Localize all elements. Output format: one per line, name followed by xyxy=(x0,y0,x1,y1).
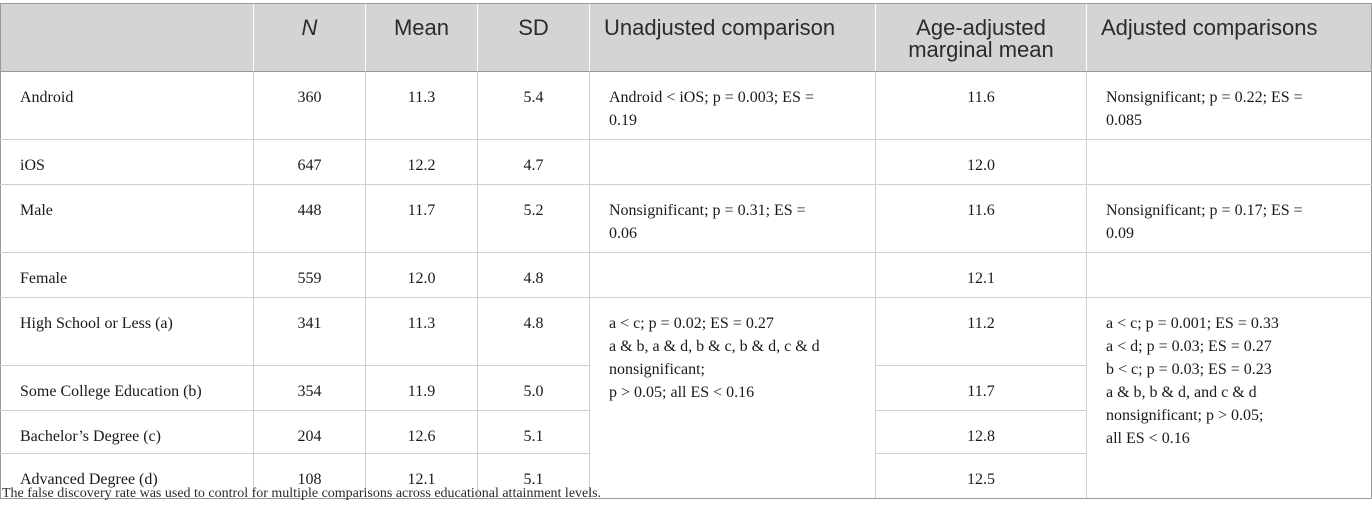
empty-cell xyxy=(589,252,876,298)
sd-value: 5.4 xyxy=(477,71,590,140)
adjusted-mean-value: 11.6 xyxy=(875,71,1087,140)
row-label: iOS xyxy=(0,139,254,185)
empty-cell xyxy=(1086,139,1372,185)
mean-value: 11.3 xyxy=(365,297,478,366)
adjusted-comparison-education: a < c; p = 0.001; ES = 0.33 a < d; p = 0… xyxy=(1086,297,1372,499)
adjusted-mean-value: 12.8 xyxy=(875,410,1087,454)
table-row: Some College Education (b) 354 11.9 5.0 … xyxy=(0,365,1372,411)
table-footnote: The false discovery rate was used to con… xyxy=(2,486,602,501)
table-body: Android 360 11.3 5.4 Android < iOS; p = … xyxy=(0,71,1372,499)
header-age-adjusted-marginal-mean: Age-adjusted marginal mean xyxy=(875,3,1087,72)
empty-cell xyxy=(1086,252,1372,298)
n-value: 647 xyxy=(253,139,366,185)
adjusted-mean-value: 12.0 xyxy=(875,139,1087,185)
row-label: Some College Education (b) xyxy=(0,365,254,411)
row-label: High School or Less (a) xyxy=(0,297,254,366)
mean-value: 12.6 xyxy=(365,410,478,454)
n-value: 204 xyxy=(253,410,366,454)
row-label: Android xyxy=(0,71,254,140)
sd-value: 4.8 xyxy=(477,252,590,298)
row-label: Female xyxy=(0,252,254,298)
table-row: iOS 647 12.2 4.7 12.0 xyxy=(0,139,1372,185)
mean-value: 11.3 xyxy=(365,71,478,140)
adjusted-mean-value: 12.1 xyxy=(875,252,1087,298)
adjusted-mean-value: 11.2 xyxy=(875,297,1087,366)
sd-value: 5.1 xyxy=(477,410,590,454)
table-row: Male 448 11.7 5.2 Nonsignificant; p = 0.… xyxy=(0,184,1372,253)
table-header: N Mean SD Unadjusted comparison Age-adju… xyxy=(0,3,1372,72)
adjusted-mean-value: 11.7 xyxy=(875,365,1087,411)
row-label: Bachelor’s Degree (c) xyxy=(0,410,254,454)
row-label: Advanced Degree (d) xyxy=(0,453,254,499)
results-table: N Mean SD Unadjusted comparison Age-adju… xyxy=(0,3,1372,499)
unadjusted-comparison-education: a < c; p = 0.02; ES = 0.27 a & b, a & d,… xyxy=(589,297,876,499)
adjusted-comparison-os: Nonsignificant; p = 0.22; ES = 0.085 xyxy=(1086,71,1372,140)
sd-value: 4.7 xyxy=(477,139,590,185)
n-value: 341 xyxy=(253,297,366,366)
mean-value: 12.2 xyxy=(365,139,478,185)
table-row: Android 360 11.3 5.4 Android < iOS; p = … xyxy=(0,71,1372,140)
header-unadjusted-comparison: Unadjusted comparison xyxy=(589,3,876,72)
unadjusted-comparison-os: Android < iOS; p = 0.003; ES = 0.19 xyxy=(589,71,876,140)
unadjusted-comparison-sex: Nonsignificant; p = 0.31; ES = 0.06 xyxy=(589,184,876,253)
n-value: 360 xyxy=(253,71,366,140)
mean-value: 12.1 xyxy=(365,453,478,499)
table-row: Bachelor’s Degree (c) 204 12.6 5.1 12.8 xyxy=(0,410,1372,454)
header-mean: Mean xyxy=(365,3,478,72)
sd-value: 5.1 xyxy=(477,453,590,499)
header-n: N xyxy=(253,3,366,72)
empty-cell xyxy=(589,139,876,185)
sd-value: 5.2 xyxy=(477,184,590,253)
mean-value: 12.0 xyxy=(365,252,478,298)
adjusted-mean-value: 11.6 xyxy=(875,184,1087,253)
adjusted-mean-value: 12.5 xyxy=(875,453,1087,499)
header-sd: SD xyxy=(477,3,590,72)
mean-value: 11.9 xyxy=(365,365,478,411)
sd-value: 5.0 xyxy=(477,365,590,411)
adjusted-comparison-sex: Nonsignificant; p = 0.17; ES = 0.09 xyxy=(1086,184,1372,253)
table-row: Advanced Degree (d) 108 12.1 5.1 12.5 xyxy=(0,453,1372,499)
mean-value: 11.7 xyxy=(365,184,478,253)
table-row: Female 559 12.0 4.8 12.1 xyxy=(0,252,1372,298)
row-label: Male xyxy=(0,184,254,253)
n-value: 354 xyxy=(253,365,366,411)
n-value: 108 xyxy=(253,453,366,499)
header-label xyxy=(0,3,254,72)
sd-value: 4.8 xyxy=(477,297,590,366)
table-row: High School or Less (a) 341 11.3 4.8 a <… xyxy=(0,297,1372,499)
n-value: 448 xyxy=(253,184,366,253)
n-value: 559 xyxy=(253,252,366,298)
header-adjusted-comparisons: Adjusted comparisons xyxy=(1086,3,1372,72)
